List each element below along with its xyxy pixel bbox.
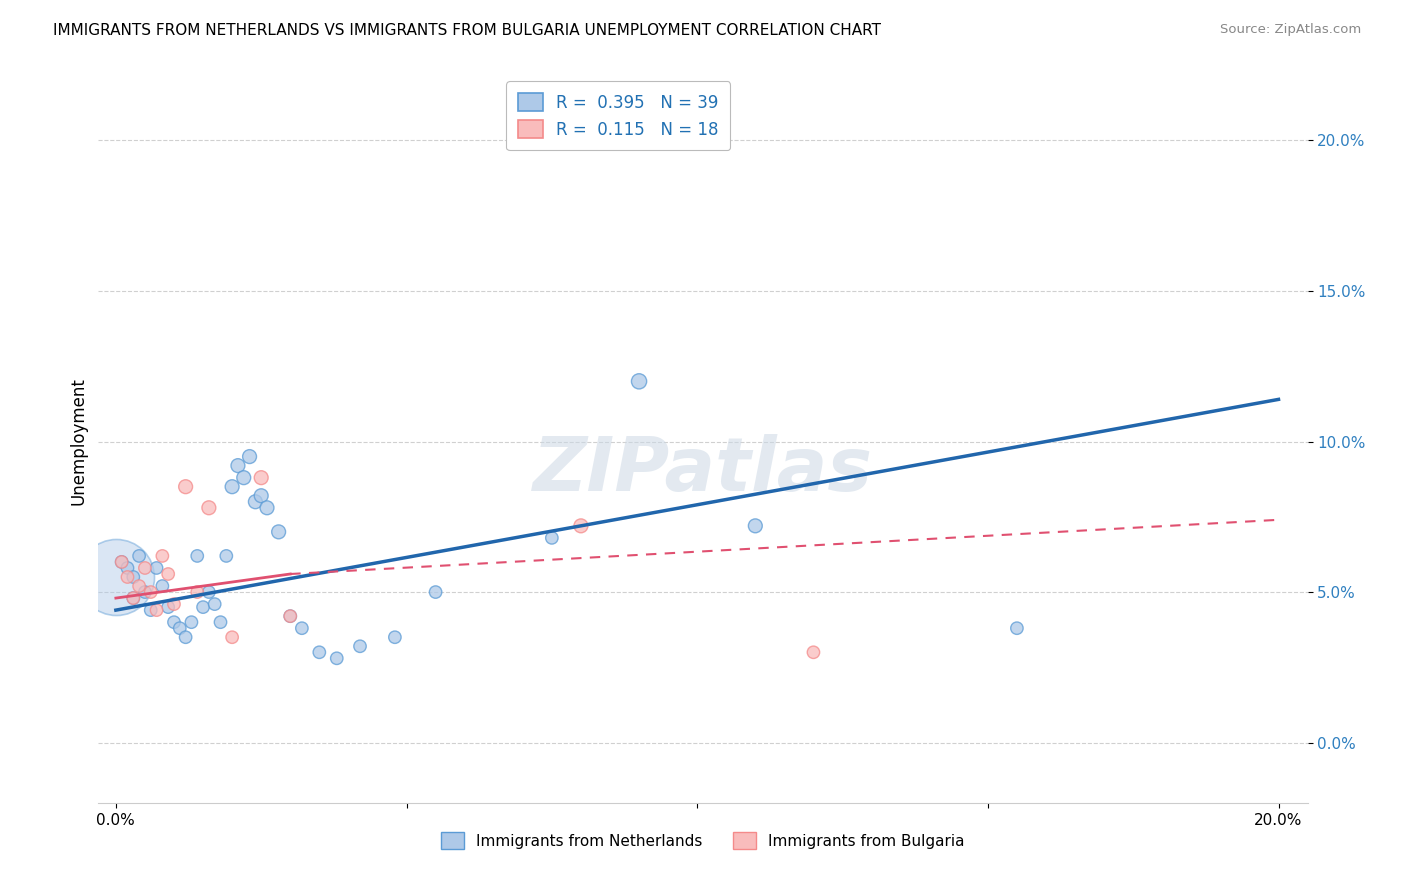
Point bbox=[803, 645, 825, 659]
Point bbox=[128, 549, 150, 563]
Point bbox=[250, 489, 273, 503]
Point bbox=[1005, 621, 1028, 635]
Point bbox=[169, 621, 191, 635]
Point bbox=[215, 549, 238, 563]
Point bbox=[291, 621, 314, 635]
Point bbox=[134, 585, 156, 599]
Point bbox=[349, 639, 371, 653]
Point bbox=[122, 591, 145, 606]
Point bbox=[250, 470, 273, 484]
Point bbox=[245, 494, 267, 508]
Text: IMMIGRANTS FROM NETHERLANDS VS IMMIGRANTS FROM BULGARIA UNEMPLOYMENT CORRELATION: IMMIGRANTS FROM NETHERLANDS VS IMMIGRANT… bbox=[53, 23, 882, 38]
Text: Source: ZipAtlas.com: Source: ZipAtlas.com bbox=[1220, 23, 1361, 37]
Point bbox=[204, 597, 226, 611]
Point bbox=[628, 374, 651, 388]
Point bbox=[139, 603, 162, 617]
Point bbox=[128, 579, 150, 593]
Point bbox=[221, 630, 243, 644]
Point bbox=[163, 597, 186, 611]
Point bbox=[256, 500, 278, 515]
Point bbox=[111, 555, 134, 569]
Point bbox=[104, 570, 127, 584]
Text: ZIPatlas: ZIPatlas bbox=[533, 434, 873, 507]
Point bbox=[198, 585, 221, 599]
Point bbox=[111, 555, 134, 569]
Point bbox=[198, 500, 221, 515]
Point bbox=[569, 518, 592, 533]
Y-axis label: Unemployment: Unemployment bbox=[69, 377, 87, 506]
Point bbox=[384, 630, 406, 644]
Point bbox=[134, 561, 156, 575]
Point bbox=[267, 524, 290, 539]
Point bbox=[174, 480, 197, 494]
Point bbox=[186, 549, 208, 563]
Point bbox=[150, 549, 173, 563]
Point bbox=[157, 600, 180, 615]
Point bbox=[180, 615, 202, 630]
Point bbox=[540, 531, 562, 545]
Point bbox=[278, 609, 301, 624]
Point bbox=[191, 600, 214, 615]
Point bbox=[226, 458, 249, 473]
Point bbox=[221, 480, 243, 494]
Point bbox=[139, 585, 162, 599]
Point bbox=[326, 651, 349, 665]
Point bbox=[117, 561, 139, 575]
Point bbox=[278, 609, 301, 624]
Point bbox=[239, 450, 262, 464]
Point bbox=[157, 567, 180, 582]
Point bbox=[150, 579, 173, 593]
Point bbox=[122, 591, 145, 606]
Point bbox=[163, 615, 186, 630]
Point bbox=[425, 585, 447, 599]
Point bbox=[744, 518, 766, 533]
Legend: Immigrants from Netherlands, Immigrants from Bulgaria: Immigrants from Netherlands, Immigrants … bbox=[433, 824, 973, 856]
Point bbox=[174, 630, 197, 644]
Point bbox=[308, 645, 330, 659]
Point bbox=[117, 570, 139, 584]
Point bbox=[209, 615, 232, 630]
Point bbox=[186, 585, 208, 599]
Point bbox=[232, 470, 254, 484]
Point bbox=[145, 561, 167, 575]
Point bbox=[145, 603, 167, 617]
Point bbox=[122, 570, 145, 584]
